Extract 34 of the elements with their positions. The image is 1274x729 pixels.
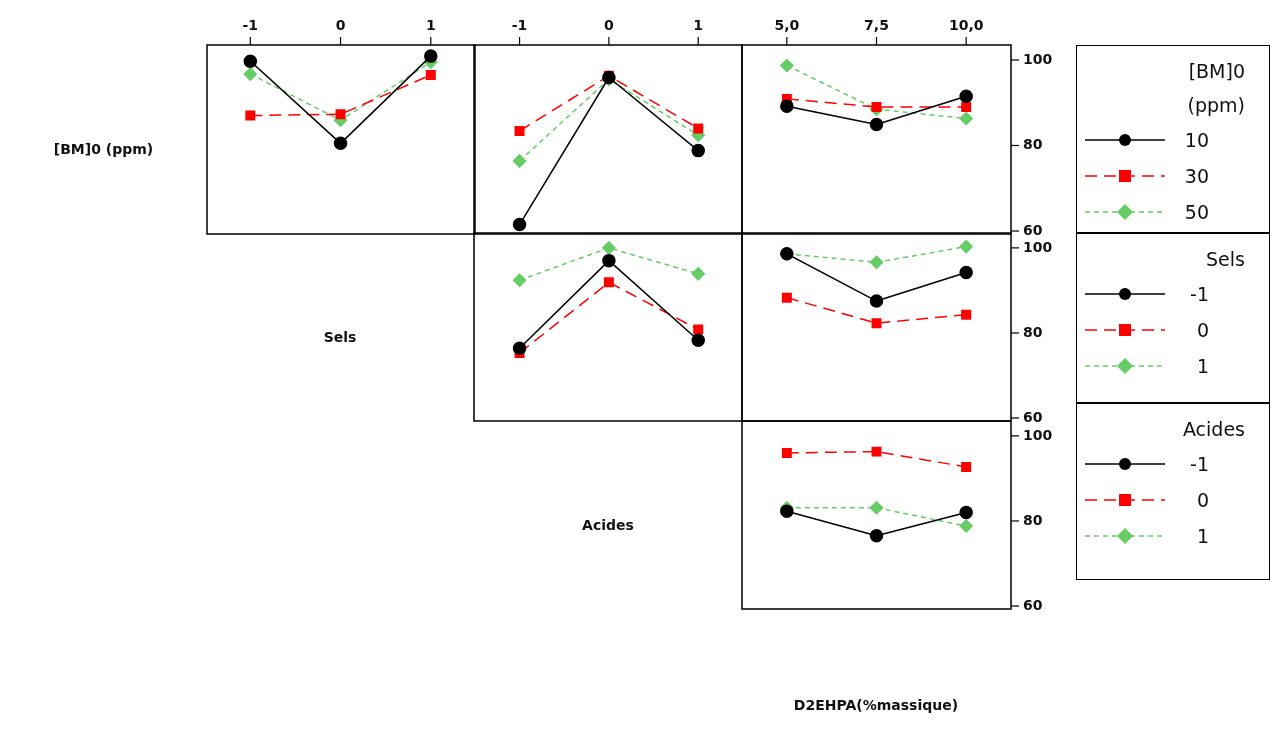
legend-label: 0 [1195,489,1209,511]
legend-label: 1 [1195,525,1209,547]
y-tick-label: 80 [1023,511,1043,528]
legend-label: 1 [1195,355,1209,377]
x-tick-label: 0 [604,16,615,33]
text: [BM]0 (ppm) [52,141,155,157]
x-tick-label: -1 [511,16,528,33]
legend-label: 50 [1183,201,1209,223]
y-tick-label: 60 [1023,596,1043,613]
y-tick-label: 60 [1023,408,1043,425]
y-tick-label: 100 [1023,238,1053,255]
legend-title: [BM]0 (ppm) [1186,59,1245,118]
x-tick-label: 5,0 [774,16,800,33]
legend-label: -1 [1189,453,1209,475]
legend-title: Sels [1205,247,1245,272]
y-tick-label: 80 [1023,136,1043,153]
x-tick-label: 1 [693,16,704,33]
x-axis-title: D2EHPA(%massique) [792,697,960,713]
y-tick-label: 80 [1023,323,1043,340]
text: Sels [322,329,358,345]
y-tick-label: 60 [1023,221,1043,238]
legend-label: 30 [1183,165,1209,187]
legend-label: 10 [1183,129,1209,151]
text: Acides [581,517,635,533]
y-tick-label: 100 [1023,426,1053,443]
legend-label: -1 [1189,283,1209,305]
x-tick-label: 0 [335,16,346,33]
y-tick-label: 100 [1023,50,1053,67]
x-tick-label: 1 [425,16,436,33]
legend-label: 0 [1195,319,1209,341]
x-tick-label: 7,5 [864,16,889,33]
legend-title: Acides [1181,417,1245,442]
x-tick-label: -1 [242,16,259,33]
x-tick-label: 10,0 [948,16,984,33]
